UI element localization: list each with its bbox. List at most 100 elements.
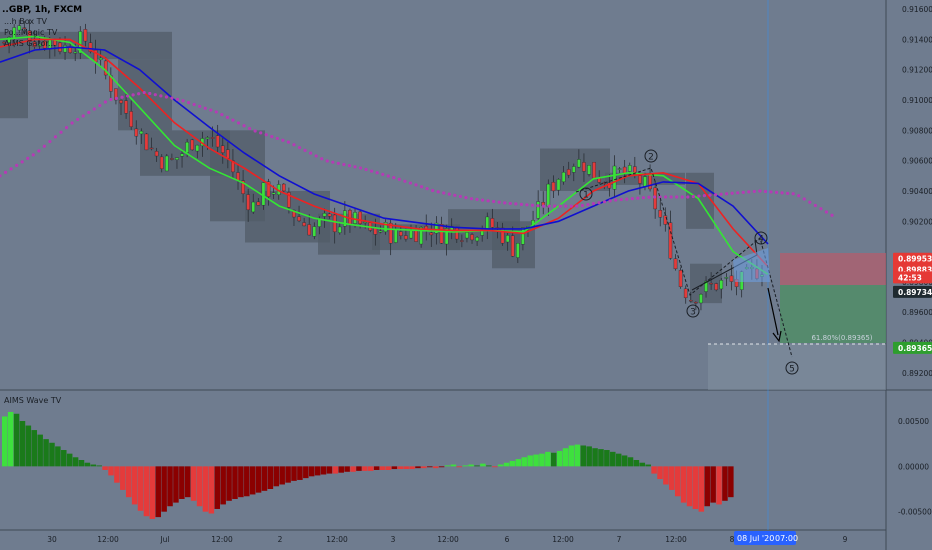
histogram-bar <box>391 466 398 470</box>
candle-body <box>98 57 103 61</box>
oscillator-title[interactable]: AIMS Wave TV <box>4 396 62 405</box>
ma-purple-dot <box>658 195 662 199</box>
candle-body <box>281 183 286 192</box>
price-badge <box>893 341 932 354</box>
ma-purple-dot <box>652 195 657 199</box>
candle-body <box>414 230 418 242</box>
oscillator-axis-labels: 0.00500 0.00000 -0.00500 <box>898 417 932 517</box>
oscillator-tick-label: 0.00000 <box>898 462 929 471</box>
candle-body <box>668 222 673 259</box>
price-badge <box>893 271 932 284</box>
ma-purple-dot <box>358 166 363 170</box>
histogram-bar <box>521 457 527 467</box>
histogram-bar <box>633 460 640 467</box>
histogram-bar <box>556 450 563 467</box>
candle-body <box>73 51 78 54</box>
histogram-bar <box>598 449 604 467</box>
candle-body <box>409 230 413 239</box>
ma-purple-dot <box>203 106 207 110</box>
candle-body <box>658 209 663 218</box>
candle-body <box>648 173 652 190</box>
ma-purple-dot <box>702 193 707 198</box>
histogram-bar <box>291 466 297 481</box>
histogram-bar <box>627 457 634 467</box>
ma-purple-dot <box>647 195 651 199</box>
wave-histogram <box>2 411 734 519</box>
candle-body <box>373 227 378 235</box>
histogram-bar <box>238 466 244 498</box>
candle-body <box>602 182 607 184</box>
candle-body <box>678 270 683 288</box>
candle-body <box>699 294 703 304</box>
candle-body <box>729 275 734 282</box>
price-tick-label: 0.91200 <box>902 66 932 75</box>
take-profit-zone[interactable] <box>780 285 886 343</box>
histogram-bar <box>497 464 504 467</box>
price-badge-label: 42:53 <box>898 273 922 282</box>
indicator-legend-item[interactable]: Po...Magic TV <box>4 28 58 37</box>
time-tick-label: 12:00 <box>437 535 459 544</box>
histogram-bar <box>96 465 102 467</box>
ma-purple-dot <box>697 194 701 198</box>
ma-purple-dot <box>42 144 46 148</box>
candle-body <box>582 162 586 172</box>
candle-body <box>516 242 520 258</box>
ma-purple-dot <box>425 187 429 191</box>
ma-purple-dot <box>453 193 457 197</box>
candle-body <box>83 29 88 42</box>
stop-loss-zone[interactable] <box>780 253 886 285</box>
candle-body <box>190 139 195 151</box>
moving-average-lines <box>0 35 834 275</box>
ma-purple-dot <box>209 108 213 112</box>
indicator-legend-item[interactable]: AIMS Gator... <box>4 39 56 48</box>
histogram-bar <box>214 466 221 509</box>
ma-purple-dot <box>397 177 401 181</box>
price-tick-label: 0.90200 <box>902 217 932 226</box>
candle-body <box>353 212 357 224</box>
ma-purple-dot <box>819 207 823 211</box>
histogram-bar <box>604 450 610 467</box>
ma-purple-dot <box>297 145 302 150</box>
histogram-bar <box>486 465 492 467</box>
histogram-bar <box>344 466 350 472</box>
ma-purple-dot <box>131 93 135 97</box>
price-tick-label: 0.91000 <box>902 96 932 105</box>
candle-body <box>251 201 256 213</box>
symbol-title[interactable]: ..GBP, 1h, FXCM <box>2 5 82 15</box>
ma-purple-dot <box>309 151 313 155</box>
ma-purple-dot <box>752 189 756 194</box>
time-axis-labels: 30 12:00 Jul 12:00 2 12:00 3 12:00 6 12:00 7 12:00 8… <box>47 535 847 544</box>
ma-purple-dot <box>808 200 812 204</box>
price-tick-label: 0.89600 <box>902 308 932 317</box>
ma-purple-dot <box>797 194 801 198</box>
histogram-bar <box>368 466 374 471</box>
candle-body <box>612 165 617 190</box>
oscillator-tick-label: 0.00500 <box>898 417 929 426</box>
histogram-bar <box>427 466 433 468</box>
ma-purple-dot <box>214 110 218 114</box>
histogram-bar <box>102 466 108 470</box>
candle-body <box>88 42 93 52</box>
histogram-bar <box>379 466 386 470</box>
histogram-bar <box>586 446 592 467</box>
indicator-legend-item[interactable]: ...h Box TV <box>4 17 48 26</box>
histogram-bar <box>397 466 404 470</box>
histogram-bar <box>220 466 226 505</box>
candle-body <box>42 40 47 49</box>
ma-purple-dot <box>442 191 446 195</box>
ma-purple-dot <box>186 101 191 105</box>
candle-body <box>292 209 296 218</box>
ma-purple-dot <box>664 195 668 199</box>
ma-purple-dot <box>314 154 318 158</box>
ma-purple-dot <box>9 167 13 171</box>
candle-body <box>210 137 215 139</box>
histogram-bar <box>332 466 339 474</box>
histogram-bar <box>692 466 699 509</box>
ma-purple-dot <box>791 192 795 196</box>
ma-purple-dot <box>614 198 618 202</box>
ma-purple-dot <box>248 126 252 131</box>
wave-drawing[interactable] <box>575 167 793 358</box>
projection-zone <box>708 344 886 390</box>
